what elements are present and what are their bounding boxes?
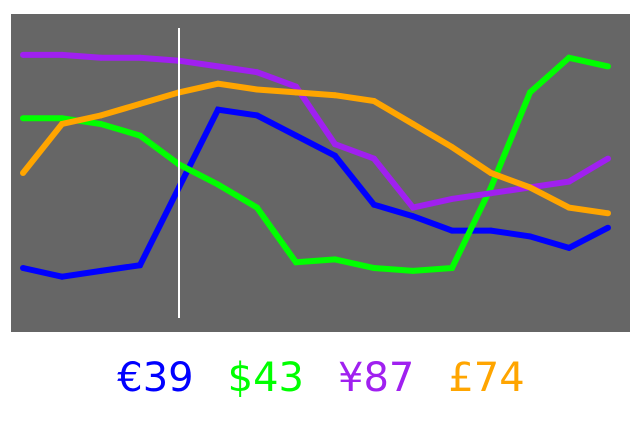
series-1-line — [22, 106, 610, 280]
series-4-point — [137, 100, 143, 107]
readout-series-1: €39 — [117, 355, 194, 401]
series-2-point — [254, 204, 260, 211]
series-4-point — [449, 144, 455, 151]
series-3-point — [20, 51, 26, 58]
series-1 — [20, 106, 611, 280]
series-2-point — [293, 259, 299, 266]
series-4-line — [20, 80, 609, 217]
series-1-point — [98, 267, 104, 274]
series-2-point — [566, 54, 572, 61]
line-chart — [20, 28, 611, 318]
legend: €39 $43 ¥87 £74 — [0, 348, 642, 408]
series-1-point — [215, 106, 221, 113]
series-4-point — [410, 121, 416, 127]
series-4-point — [59, 121, 65, 127]
series-1-point — [293, 132, 299, 139]
series-3-point — [410, 204, 416, 211]
series-3-point — [215, 63, 221, 70]
series-4-point — [332, 92, 338, 99]
series-2-point — [137, 132, 143, 139]
series-4-point — [527, 184, 533, 191]
series-3-point — [488, 190, 494, 197]
series-2-point — [371, 265, 377, 271]
series-3-point — [98, 54, 104, 61]
series-1-point — [449, 227, 455, 234]
series-3-point — [566, 178, 572, 185]
series-1-point — [20, 265, 26, 271]
series-2-point — [410, 267, 416, 274]
series-4-point — [98, 112, 104, 119]
series-2-point — [215, 181, 221, 188]
series-1-point — [254, 112, 260, 119]
series-1-point — [527, 233, 533, 240]
series-3-point — [449, 195, 455, 202]
series-3-point — [371, 155, 377, 162]
series-4-point — [293, 89, 299, 96]
series-2-point — [449, 265, 455, 271]
series-2-point — [98, 121, 104, 127]
series-4-point — [371, 98, 377, 104]
series-2-point — [332, 256, 338, 263]
series-1-point — [605, 224, 611, 231]
series-4-point — [20, 170, 26, 176]
series-3-point — [605, 155, 611, 162]
series-4-point — [566, 204, 572, 211]
series-2 — [20, 54, 611, 274]
chart-area — [11, 14, 630, 332]
readout-series-2: $43 — [227, 355, 304, 401]
series-3-point — [137, 54, 143, 61]
series-2-point — [488, 184, 494, 191]
series-1-point — [566, 244, 572, 251]
series-2-point — [527, 89, 533, 96]
series-1-point — [332, 152, 338, 159]
series-2-point — [20, 115, 26, 122]
series-4-point — [605, 210, 611, 217]
series-1-point — [137, 262, 143, 269]
series-4-point — [254, 86, 260, 93]
series-3-point — [254, 69, 260, 76]
series-2-point — [605, 63, 611, 70]
series-3-point — [332, 141, 338, 148]
series-1-point — [59, 273, 65, 280]
series-2-point — [59, 115, 65, 122]
series-3-point — [59, 51, 65, 58]
series-1-point — [410, 213, 416, 220]
series-4-point — [488, 170, 494, 176]
series-1-point — [488, 227, 494, 234]
series-3-line — [23, 51, 610, 211]
series-3-point — [293, 83, 299, 90]
series-2-line — [23, 54, 609, 274]
series-1-point — [371, 201, 377, 208]
readout-series-4: £74 — [448, 355, 525, 401]
series-4-point — [215, 80, 221, 87]
readout-series-3: ¥87 — [338, 355, 415, 401]
